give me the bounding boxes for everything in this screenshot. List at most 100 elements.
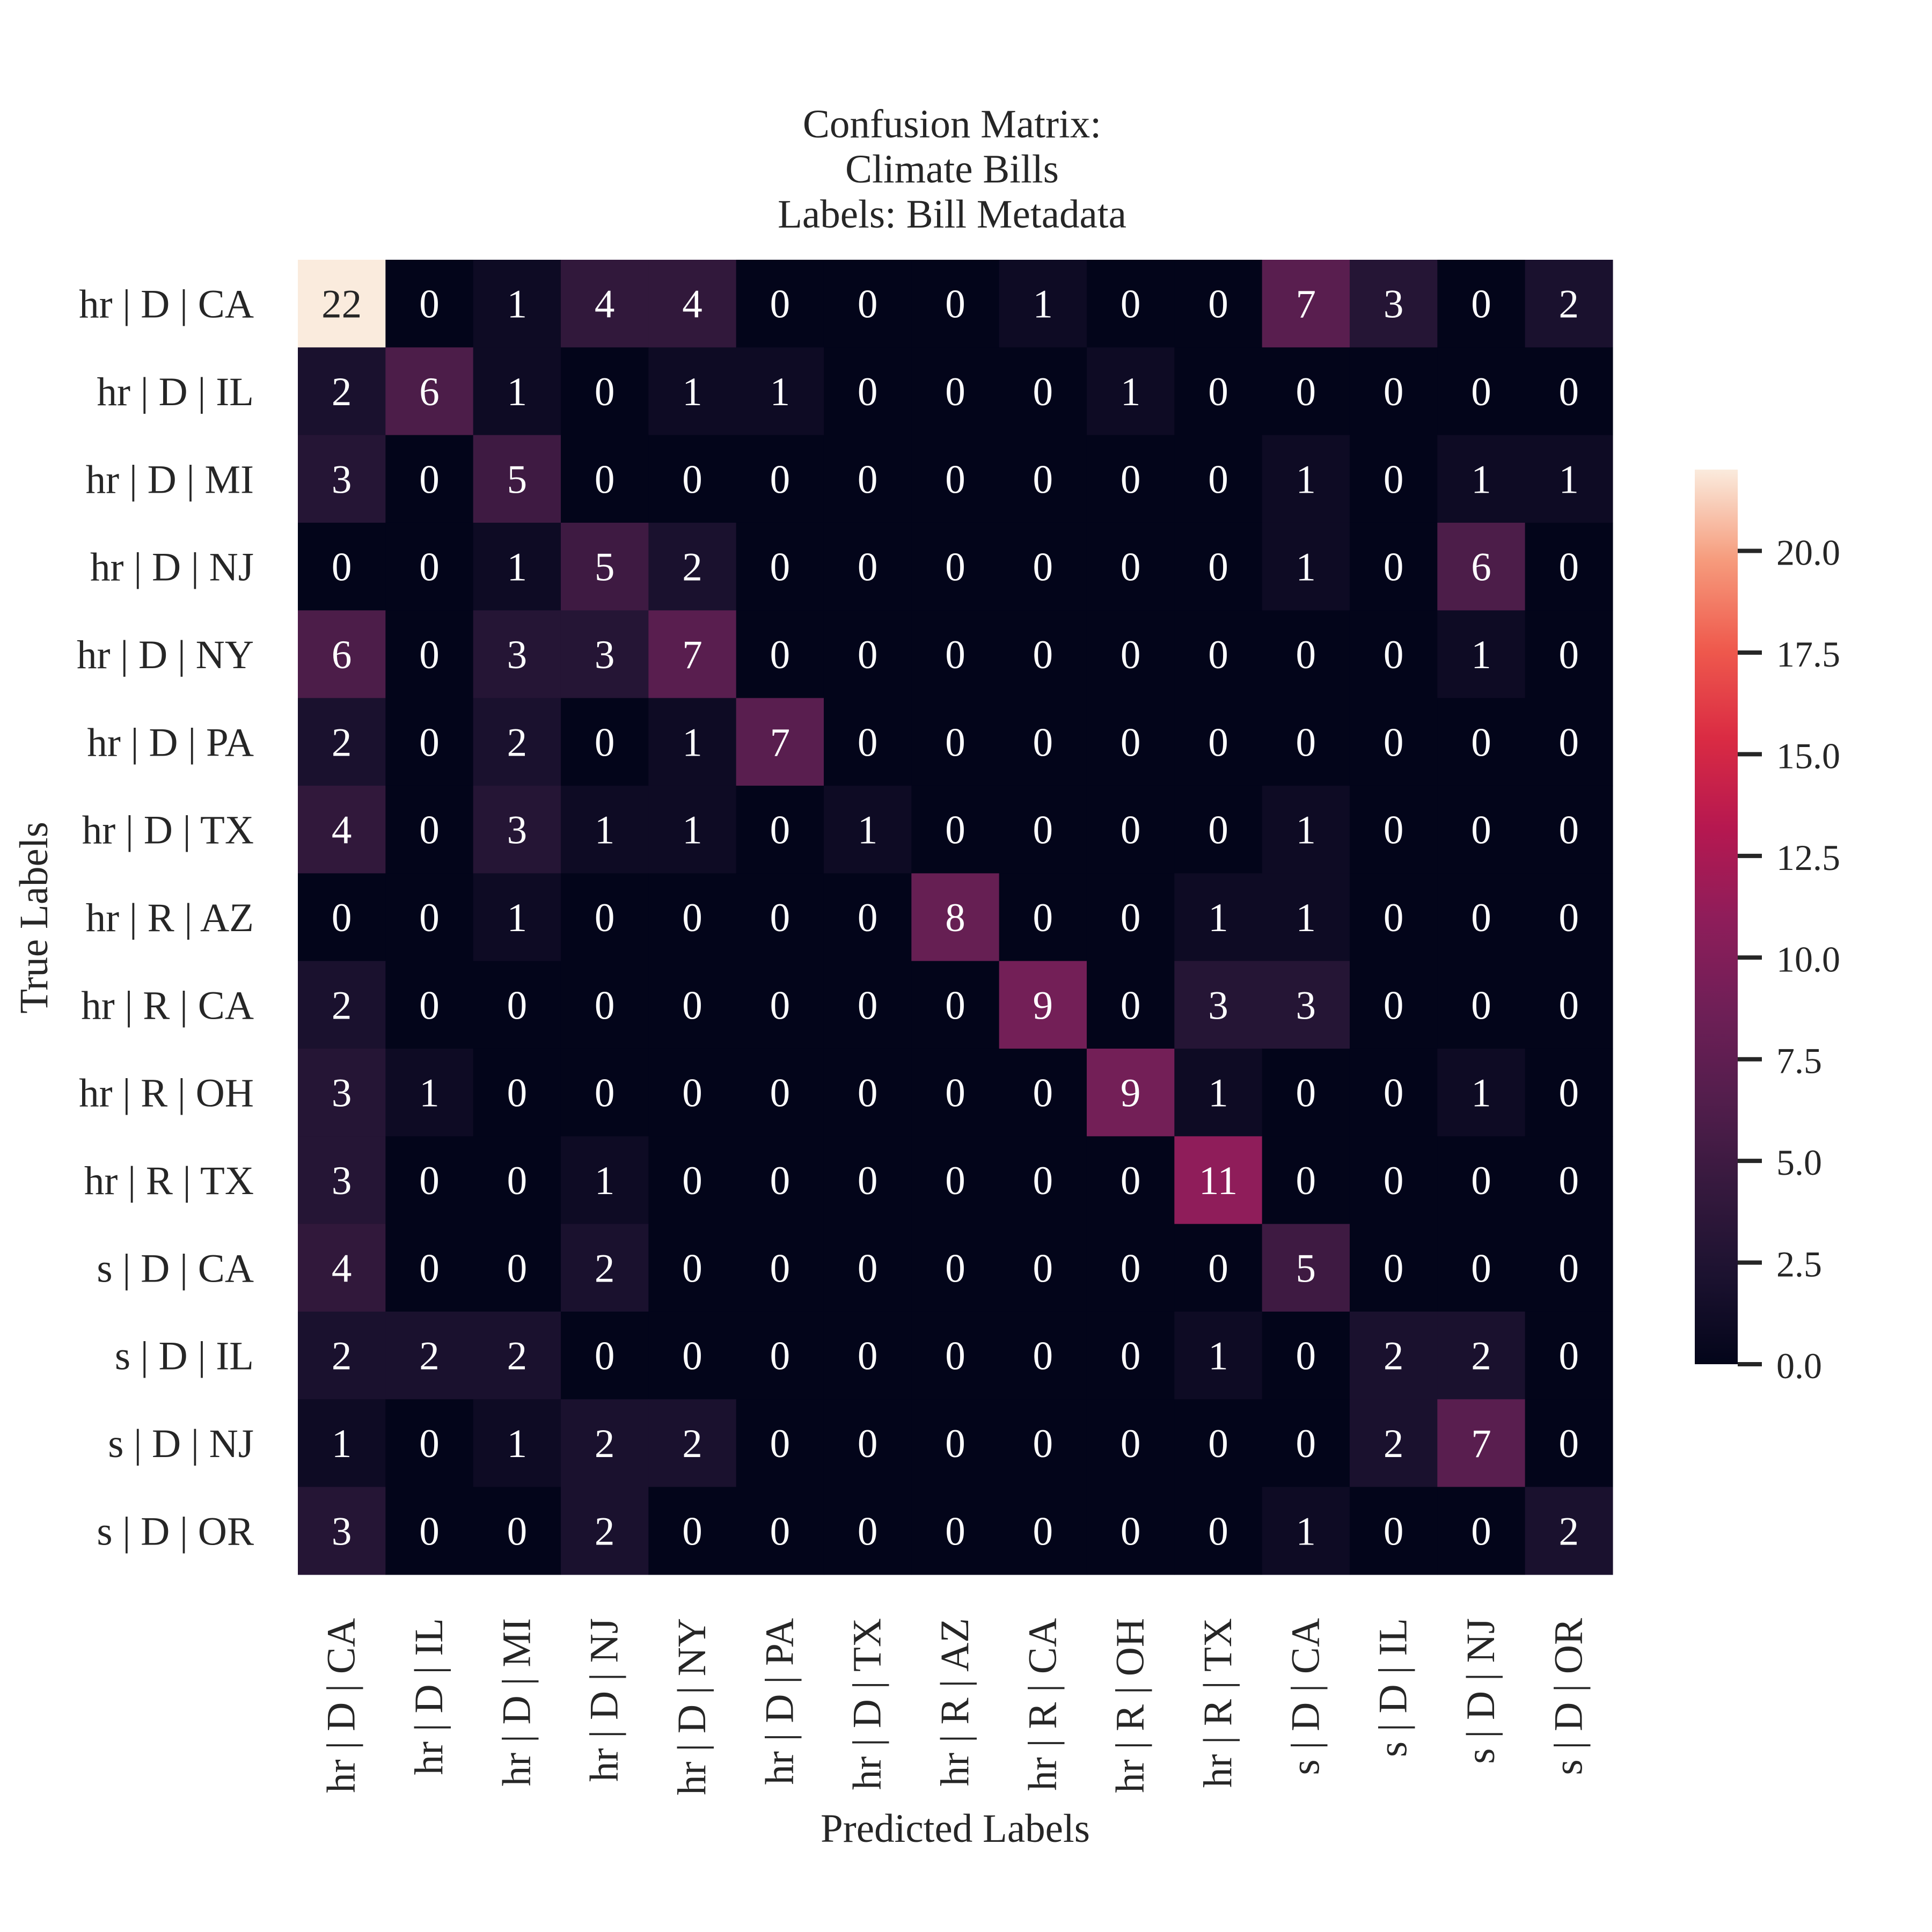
heatmap-cell: [1349, 522, 1438, 611]
cell-value-label: 1: [507, 370, 528, 414]
heatmap-cell: [1262, 610, 1350, 699]
heatmap-cell: [999, 1224, 1087, 1312]
cell-value-label: 2: [682, 545, 702, 590]
cell-value-label: 0: [595, 1071, 615, 1116]
cell-value-label: 0: [858, 282, 878, 327]
heatmap-cell: [385, 435, 474, 523]
cell-value-label: 3: [1384, 282, 1404, 327]
heatmap-cell: [1086, 610, 1175, 699]
heatmap-cell: [1349, 1399, 1438, 1488]
cell-value-label: 0: [682, 457, 702, 502]
cell-value-label: 0: [1559, 720, 1579, 765]
heatmap-cell: [823, 961, 912, 1049]
heatmap-cell: [560, 1311, 649, 1400]
heatmap-cell: [1086, 435, 1175, 523]
heatmap-cell: [823, 698, 912, 786]
heatmap-cell: [473, 1311, 561, 1400]
heatmap-cell: [298, 1487, 386, 1575]
heatmap-cell: [1086, 961, 1175, 1049]
heatmap-cell: [1174, 1311, 1263, 1400]
heatmap-cell: [1349, 347, 1438, 436]
cell-value-label: 11: [1199, 1159, 1238, 1203]
heatmap-cell: [1262, 522, 1350, 611]
y-tick-label: s | D | NJ: [108, 1422, 254, 1466]
y-tick-label: hr | D | PA: [87, 720, 254, 765]
heatmap-cell: [1437, 347, 1526, 436]
cell-value-label: 0: [1559, 1246, 1579, 1291]
heatmap-cell: [999, 873, 1087, 962]
heatmap-cell: [385, 1136, 474, 1225]
heatmap-cell: [1086, 1311, 1175, 1400]
heatmap-cell: [1349, 1136, 1438, 1225]
heatmap-cell: [736, 435, 824, 523]
cell-value-label: 0: [1471, 1246, 1491, 1291]
x-tick-label: hr | D | IL: [407, 1618, 451, 1775]
heatmap-cell: [1525, 1399, 1613, 1488]
cell-value-label: 5: [595, 545, 615, 590]
cell-value-label: 6: [419, 370, 440, 414]
heatmap-cell: [1086, 873, 1175, 962]
cell-value-label: 1: [858, 808, 878, 853]
heatmap-cell: [823, 1311, 912, 1400]
heatmap-cell: [1262, 698, 1350, 786]
cell-value-label: 7: [1471, 1422, 1491, 1466]
cell-value-label: 0: [1384, 896, 1404, 940]
cell-value-label: 0: [858, 1334, 878, 1379]
y-tick-label: hr | D | NY: [77, 633, 254, 677]
heatmap-cell: [999, 435, 1087, 523]
heatmap-cell: [560, 961, 649, 1049]
heatmap-cell: [560, 1399, 649, 1488]
cell-value-label: 1: [1208, 896, 1228, 940]
heatmap-cell: [298, 1311, 386, 1400]
heatmap-cell: [999, 698, 1087, 786]
cell-value-label: 0: [419, 1246, 440, 1291]
cell-value-label: 0: [507, 1159, 528, 1203]
heatmap-cell: [1525, 260, 1613, 348]
cell-value-label: 1: [507, 545, 528, 590]
heatmap-cell: [1349, 873, 1438, 962]
heatmap-cell: [298, 1048, 386, 1137]
cell-value-label: 0: [945, 545, 965, 590]
heatmap-cell: [473, 1399, 561, 1488]
cell-value-label: 0: [770, 282, 791, 327]
heatmap-cell: [999, 260, 1087, 348]
cell-value-label: 0: [682, 983, 702, 1028]
x-tick-label: hr | R | AZ: [933, 1618, 977, 1786]
cell-value-label: 0: [770, 457, 791, 502]
cell-value-label: 0: [1471, 1159, 1491, 1203]
cell-value-label: 0: [595, 983, 615, 1028]
heatmap-cell: [1174, 1487, 1263, 1575]
cell-value-label: 1: [595, 808, 615, 853]
cell-value-label: 7: [770, 720, 791, 765]
colorbar-tick-label: 15.0: [1776, 735, 1840, 776]
heatmap-cell: [736, 873, 824, 962]
cell-value-label: 3: [1296, 983, 1316, 1028]
heatmap-cell: [1086, 785, 1175, 874]
heatmap-cell: [473, 1048, 561, 1137]
cell-value-label: 0: [1033, 457, 1053, 502]
cell-value-label: 0: [419, 983, 440, 1028]
cell-value-label: 0: [682, 1159, 702, 1203]
cell-value-label: 2: [595, 1246, 615, 1291]
heatmap-cell: [473, 1487, 561, 1575]
cell-value-label: 0: [770, 545, 791, 590]
heatmap-cell: [1349, 610, 1438, 699]
cell-value-label: 0: [858, 1422, 878, 1466]
heatmap-cell: [473, 961, 561, 1049]
y-tick-label: hr | R | AZ: [86, 896, 254, 940]
x-tick-label: hr | R | OH: [1108, 1618, 1153, 1793]
cell-value-label: 0: [419, 808, 440, 853]
heatmap-cell: [1174, 1136, 1263, 1225]
cell-value-label: 0: [1471, 808, 1491, 853]
chart-title-line-3: Labels: Bill Metadata: [778, 192, 1126, 237]
cell-value-label: 7: [1296, 282, 1316, 327]
heatmap-cell: [385, 260, 474, 348]
cell-value-label: 0: [858, 1246, 878, 1291]
cell-value-label: 0: [595, 896, 615, 940]
heatmap-cell: [1349, 785, 1438, 874]
cell-value-label: 0: [1208, 808, 1228, 853]
cell-value-label: 0: [595, 720, 615, 765]
heatmap-cell: [1437, 435, 1526, 523]
cell-value-label: 0: [945, 983, 965, 1028]
heatmap-cell: [999, 1399, 1087, 1488]
